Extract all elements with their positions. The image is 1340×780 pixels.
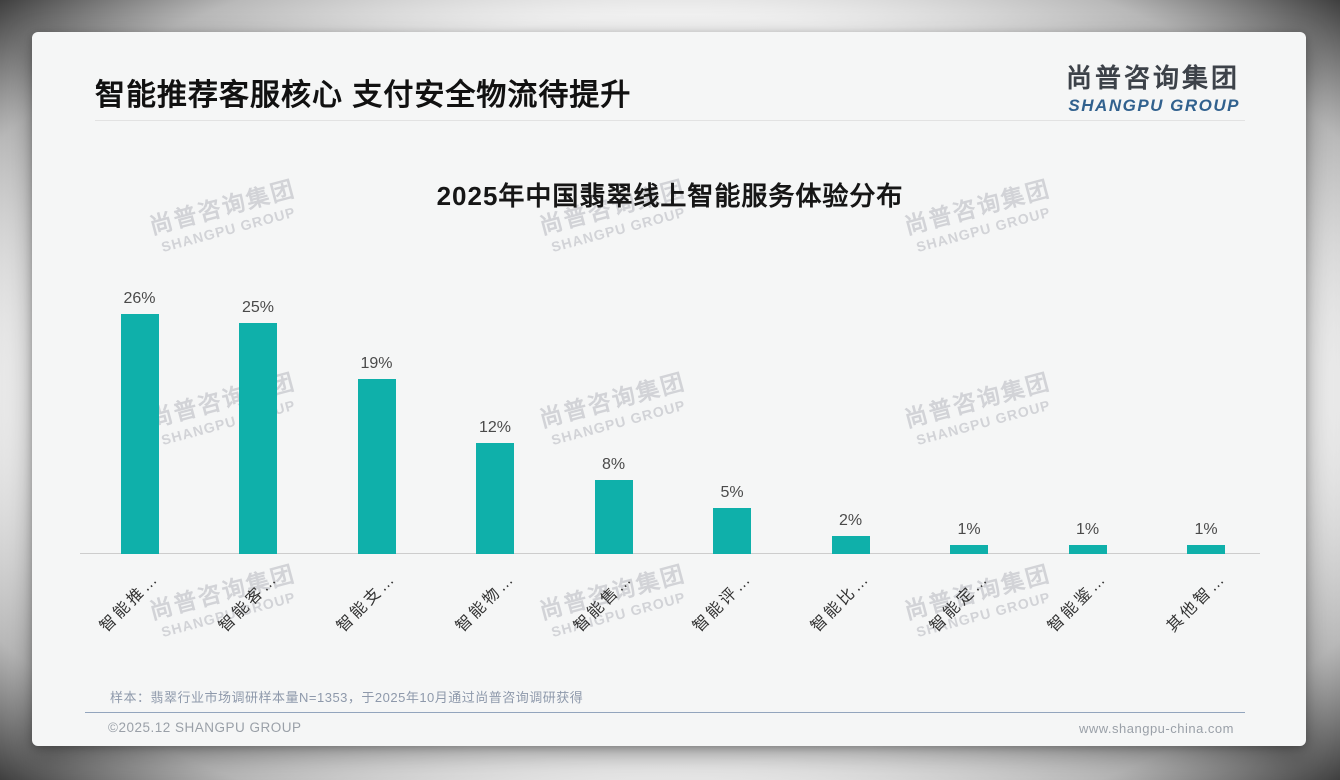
bar — [831, 536, 870, 554]
website-text: www.shangpu-china.com — [1078, 721, 1234, 736]
bar-chart: 26% 智能推… 25% 智能客… 19% 智能支… 12% 智能物… 8% 智能售… 5% 智能评…… — [80, 222, 1260, 636]
x-axis-label: 智能鉴… — [1045, 569, 1112, 636]
bar-value-label: 19% — [360, 355, 393, 372]
bar-value-label: 12% — [478, 419, 512, 436]
x-axis-line — [80, 553, 1260, 554]
header-divider — [95, 120, 1245, 121]
bar — [1187, 545, 1225, 554]
x-axis-label: 智能客… — [216, 569, 282, 636]
bar — [594, 480, 633, 554]
bar-value-label: 25% — [241, 299, 275, 316]
bar-value-label: 5% — [720, 484, 744, 501]
bar — [713, 508, 751, 554]
bar-value-label: 26% — [123, 290, 156, 307]
x-axis-label: 智能支… — [334, 569, 401, 636]
copyright-text: ©2025.12 SHANGPU GROUP — [108, 720, 302, 735]
sample-footnote: 样本：翡翠行业市场调研样本量N=1353，于2025年10月通过尚普咨询调研获得 — [110, 690, 584, 705]
x-axis-label: 其他智… — [1164, 569, 1230, 636]
x-axis-label: 智能物… — [453, 569, 519, 636]
x-axis-label: 智能定… — [927, 569, 993, 636]
company-logo: 尚普咨询集团 SHANGPU GROUP — [1066, 58, 1240, 116]
bar-value-label: 1% — [957, 521, 981, 538]
bar — [239, 323, 277, 554]
bar-value-label: 8% — [601, 456, 626, 473]
bar — [357, 379, 396, 554]
chart-title: 2025年中国翡翠线上智能服务体验分布 — [436, 181, 904, 211]
report-slide: 智能推荐客服核心 支付安全物流待提升 尚普咨询集团 SHANGPU GROUP … — [32, 32, 1306, 746]
bar — [476, 443, 514, 554]
bar-value-label: 2% — [838, 512, 863, 529]
bar-value-label: 1% — [1194, 521, 1218, 538]
watermark: 尚普咨询集团 SHANGPU GROUP — [886, 551, 1073, 646]
x-axis-label: 智能售… — [571, 569, 638, 636]
logo-chinese-name: 尚普咨询集团 — [1065, 63, 1240, 93]
footer-divider — [85, 712, 1245, 713]
page-title: 智能推荐客服核心 支付安全物流待提升 — [95, 79, 632, 112]
x-axis-label: 智能评… — [690, 569, 756, 636]
logo-english-name: SHANGPU GROUP — [1068, 96, 1240, 115]
bar — [950, 545, 988, 554]
bar — [120, 314, 159, 554]
x-axis-label: 智能比… — [808, 569, 875, 636]
x-axis-label: 智能推… — [97, 569, 164, 636]
bar-value-label: 1% — [1075, 521, 1100, 538]
bar — [1068, 545, 1107, 554]
